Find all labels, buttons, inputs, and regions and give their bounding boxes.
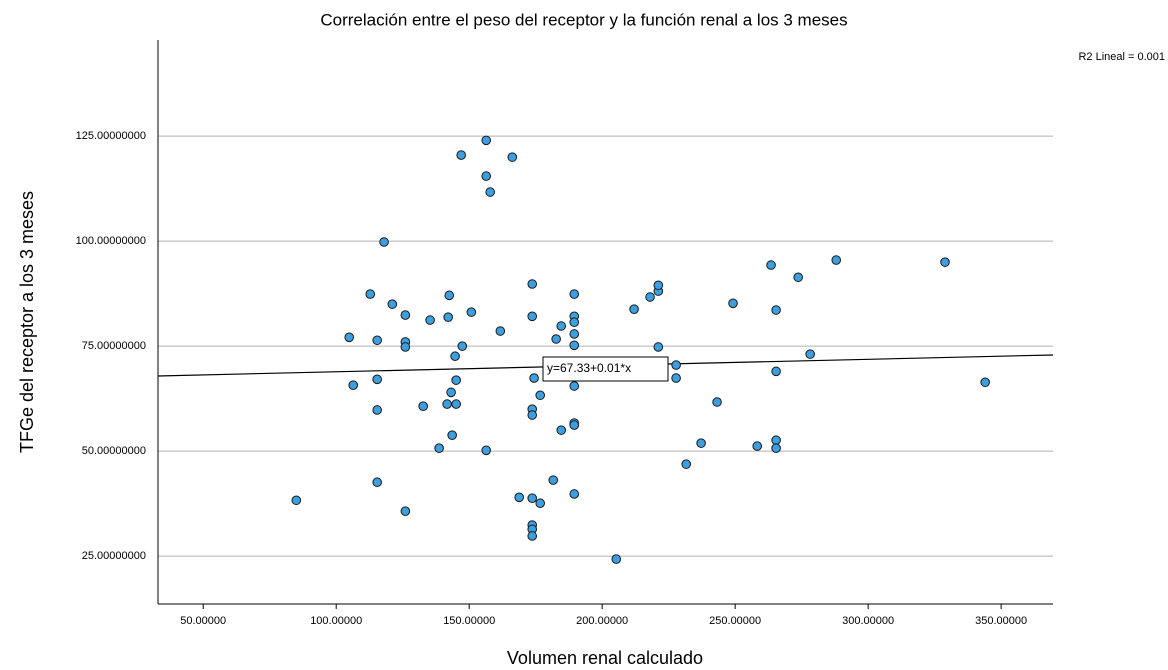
point	[507, 152, 518, 162]
y-tick-label: 25.00000000	[82, 550, 146, 562]
point	[645, 292, 655, 302]
point	[434, 443, 444, 453]
point	[400, 506, 411, 516]
point	[451, 399, 461, 409]
point	[671, 360, 681, 370]
point	[291, 495, 302, 506]
r2-annotation: R2 Lineal = 0.001	[1078, 51, 1165, 63]
point	[556, 425, 567, 435]
point	[556, 321, 567, 331]
y-tick-label: 75.00000000	[82, 340, 146, 352]
point	[387, 299, 398, 309]
point	[611, 554, 622, 564]
point	[372, 405, 382, 415]
point	[527, 531, 538, 541]
point	[447, 430, 457, 440]
point	[671, 373, 681, 383]
point	[535, 498, 546, 509]
point	[980, 377, 990, 388]
point	[793, 272, 803, 283]
x-tick-label: 100.00000	[310, 615, 362, 627]
point	[551, 334, 561, 344]
point	[696, 438, 706, 448]
point	[466, 307, 477, 317]
point	[457, 341, 468, 351]
point	[771, 435, 781, 446]
x-tick-label: 300.00000	[842, 615, 894, 627]
point	[527, 311, 538, 322]
point	[529, 373, 539, 383]
point	[831, 255, 842, 265]
point	[400, 342, 411, 352]
point	[481, 135, 492, 146]
point	[400, 310, 411, 320]
point	[418, 401, 428, 412]
y-tick-label: 125.00000000	[76, 130, 146, 142]
x-tick-label: 350.00000	[975, 615, 1027, 627]
point	[372, 374, 382, 385]
point	[456, 150, 467, 160]
point	[527, 410, 538, 420]
point	[569, 317, 580, 328]
point	[681, 459, 692, 469]
point	[495, 326, 506, 336]
chart-title: Correlación entre el peso del receptor y…	[320, 10, 847, 29]
x-tick-label: 250.00000	[709, 615, 761, 627]
point	[752, 441, 763, 451]
point	[348, 380, 359, 391]
point	[372, 335, 382, 346]
point	[450, 351, 460, 362]
point	[569, 381, 580, 391]
point	[771, 366, 781, 377]
fit-label-box	[542, 356, 669, 382]
point	[805, 349, 815, 359]
x-tick-label: 200.00000	[576, 615, 628, 627]
point	[712, 397, 722, 407]
point	[444, 290, 455, 301]
x-tick-label: 50.00000	[180, 615, 226, 627]
point	[527, 493, 538, 503]
fit-label: y=67.33+0.01*x	[547, 361, 631, 375]
point	[481, 171, 492, 181]
point	[771, 443, 781, 453]
point	[569, 489, 580, 499]
y-axis-label: TFGe del receptor a los 3 meses	[17, 191, 37, 453]
x-axis-label: Volumen renal calculado	[507, 648, 703, 668]
point	[481, 445, 492, 456]
point	[548, 475, 559, 485]
point	[442, 399, 452, 409]
point	[569, 340, 580, 351]
point	[728, 298, 738, 309]
point	[425, 315, 435, 325]
point	[514, 492, 524, 503]
x-tick-label: 150.00000	[443, 615, 495, 627]
point	[451, 375, 461, 385]
point	[485, 187, 496, 197]
point	[365, 289, 376, 299]
point	[535, 390, 546, 401]
y-tick-label: 100.00000000	[76, 235, 146, 247]
y-tick-label: 50.00000000	[82, 445, 146, 457]
point	[372, 477, 382, 488]
point	[569, 289, 580, 299]
point	[446, 387, 456, 398]
point	[653, 280, 664, 291]
point	[344, 332, 355, 343]
point	[569, 420, 580, 430]
point	[940, 257, 950, 267]
point	[527, 279, 538, 289]
point	[771, 305, 781, 315]
point	[629, 304, 639, 314]
point	[379, 237, 389, 247]
point	[766, 260, 776, 270]
point	[569, 329, 580, 339]
point	[443, 312, 453, 322]
point	[653, 342, 664, 352]
